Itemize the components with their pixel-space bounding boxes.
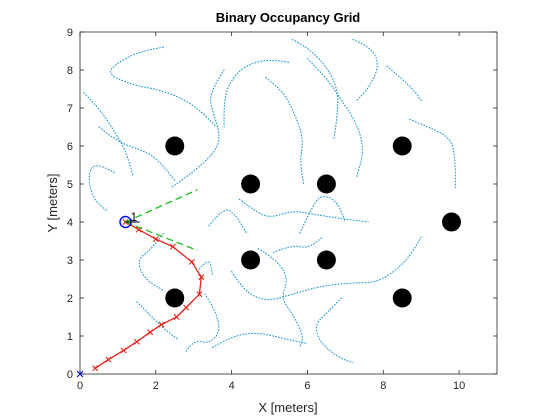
particle-trail [170,69,225,189]
particle-trail [386,65,422,101]
plot-area [79,31,498,375]
x-tick-label: 2 [153,380,159,392]
y-tick-label: 4 [67,217,73,229]
obstacle [165,136,185,156]
obstacles [165,136,461,308]
particle-trail [291,39,339,139]
particle-trail [88,165,115,212]
obstacle [165,288,185,308]
x-tick-label: 6 [304,380,310,392]
particle-trail [185,293,220,352]
path-marker [196,291,203,298]
x-tick-label: 0 [77,380,83,392]
x-tick-label: 4 [229,380,235,392]
chart-title: Binary Occupancy Grid [216,10,361,25]
y-tick-label: 8 [67,65,73,77]
y-tick-label: 7 [67,103,73,115]
path-marker [169,243,176,250]
particle-trail [98,126,176,181]
y-tick-label: 5 [67,179,73,191]
y-tick-label: 9 [67,27,73,39]
path-marker [92,365,99,372]
particle-trail [110,46,218,128]
particle-trail [208,209,248,234]
particle-trail [138,232,164,291]
y-axis-ticks: 0 1 2 3 4 5 6 7 8 9 [67,27,497,381]
path-marker [105,356,112,363]
path-marker [158,321,165,328]
particle-trail [409,118,456,189]
particle-trail [352,39,378,101]
sensor-beam [125,189,198,223]
x-tick-label: 10 [453,380,465,392]
y-tick-label: 1 [67,331,73,343]
range-sensor [125,189,198,252]
obstacle [241,250,261,270]
particle-trails [83,39,456,364]
particle-trail [306,58,363,177]
x-tick-label: 8 [380,380,386,392]
y-tick-label: 6 [67,141,73,153]
y-tick-label: 0 [67,369,73,381]
obstacle [316,250,336,270]
sensor-beam [125,221,198,252]
particle-trail [223,59,290,128]
path-marker [183,304,190,311]
particle-trail [238,198,369,223]
x-axis-label: X [meters] [258,400,317,415]
y-tick-label: 3 [67,255,73,267]
particle-trail [257,248,303,348]
estimated-path [92,219,205,372]
path-marker [133,338,140,345]
path-marker [120,347,127,354]
obstacle [241,174,261,194]
y-axis-label: Y [meters] [45,173,60,232]
obstacle [392,288,412,308]
particle-trail [212,332,309,348]
particle-trail [136,301,180,341]
x-axis-ticks: 0 2 4 6 8 10 [77,32,465,392]
path-marker [173,314,180,320]
y-tick-label: 2 [67,293,73,305]
particle-trail [196,261,214,276]
obstacle [316,174,336,194]
path-marker [188,258,195,265]
particle-trail [272,236,324,253]
particle-trail [299,196,346,234]
particle-trail [231,236,422,301]
robot-label: 1 [130,210,137,224]
obstacle [442,212,461,232]
path-marker [147,329,154,336]
particle-trail [265,77,305,185]
path-marker [152,236,159,243]
particle-trail [83,92,134,177]
robot-pose: 1 [76,210,140,378]
particle-trail [315,297,354,364]
obstacle [392,136,412,156]
path-marker [198,274,205,281]
